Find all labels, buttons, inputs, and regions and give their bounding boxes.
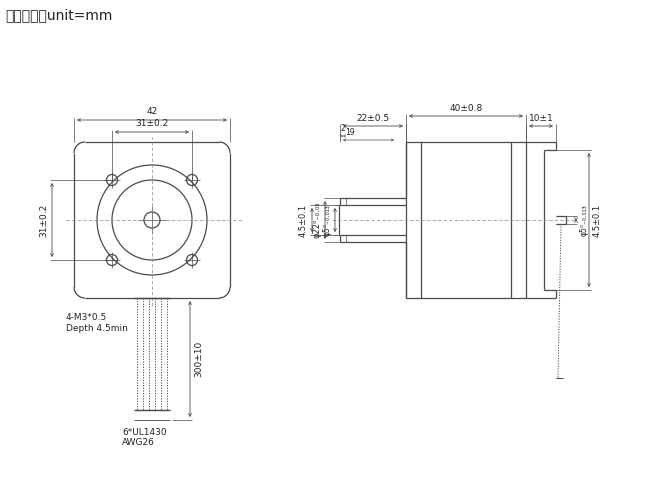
Text: 4-M3*0.5: 4-M3*0.5 — [66, 313, 108, 322]
Text: φ22⁰₋₀.₀₃: φ22⁰₋₀.₀₃ — [312, 202, 321, 238]
Text: 4.5±0.1: 4.5±0.1 — [593, 203, 602, 237]
Text: 6*UL1430: 6*UL1430 — [122, 428, 167, 437]
Text: 19: 19 — [345, 128, 355, 137]
Text: 31±0.2: 31±0.2 — [39, 203, 48, 237]
Text: 40±0.8: 40±0.8 — [450, 104, 483, 113]
Text: 10±1: 10±1 — [529, 114, 553, 123]
Text: 300±10: 300±10 — [194, 341, 203, 377]
Text: φ5⁰₋₀.₀₁₃: φ5⁰₋₀.₀₁₃ — [323, 204, 332, 236]
Text: 42: 42 — [146, 107, 157, 116]
Text: 外形尺寸：unit=mm: 外形尺寸：unit=mm — [5, 8, 112, 22]
Text: 31±0.2: 31±0.2 — [135, 119, 169, 128]
Text: 22±0.5: 22±0.5 — [357, 114, 390, 123]
Text: 2: 2 — [341, 124, 345, 133]
Text: Depth 4.5min: Depth 4.5min — [66, 324, 128, 333]
Text: AWG26: AWG26 — [122, 438, 155, 447]
Text: 4.5±0.1: 4.5±0.1 — [299, 203, 308, 237]
Text: φ5⁰₋₀.₀₁₃: φ5⁰₋₀.₀₁₃ — [580, 204, 589, 236]
